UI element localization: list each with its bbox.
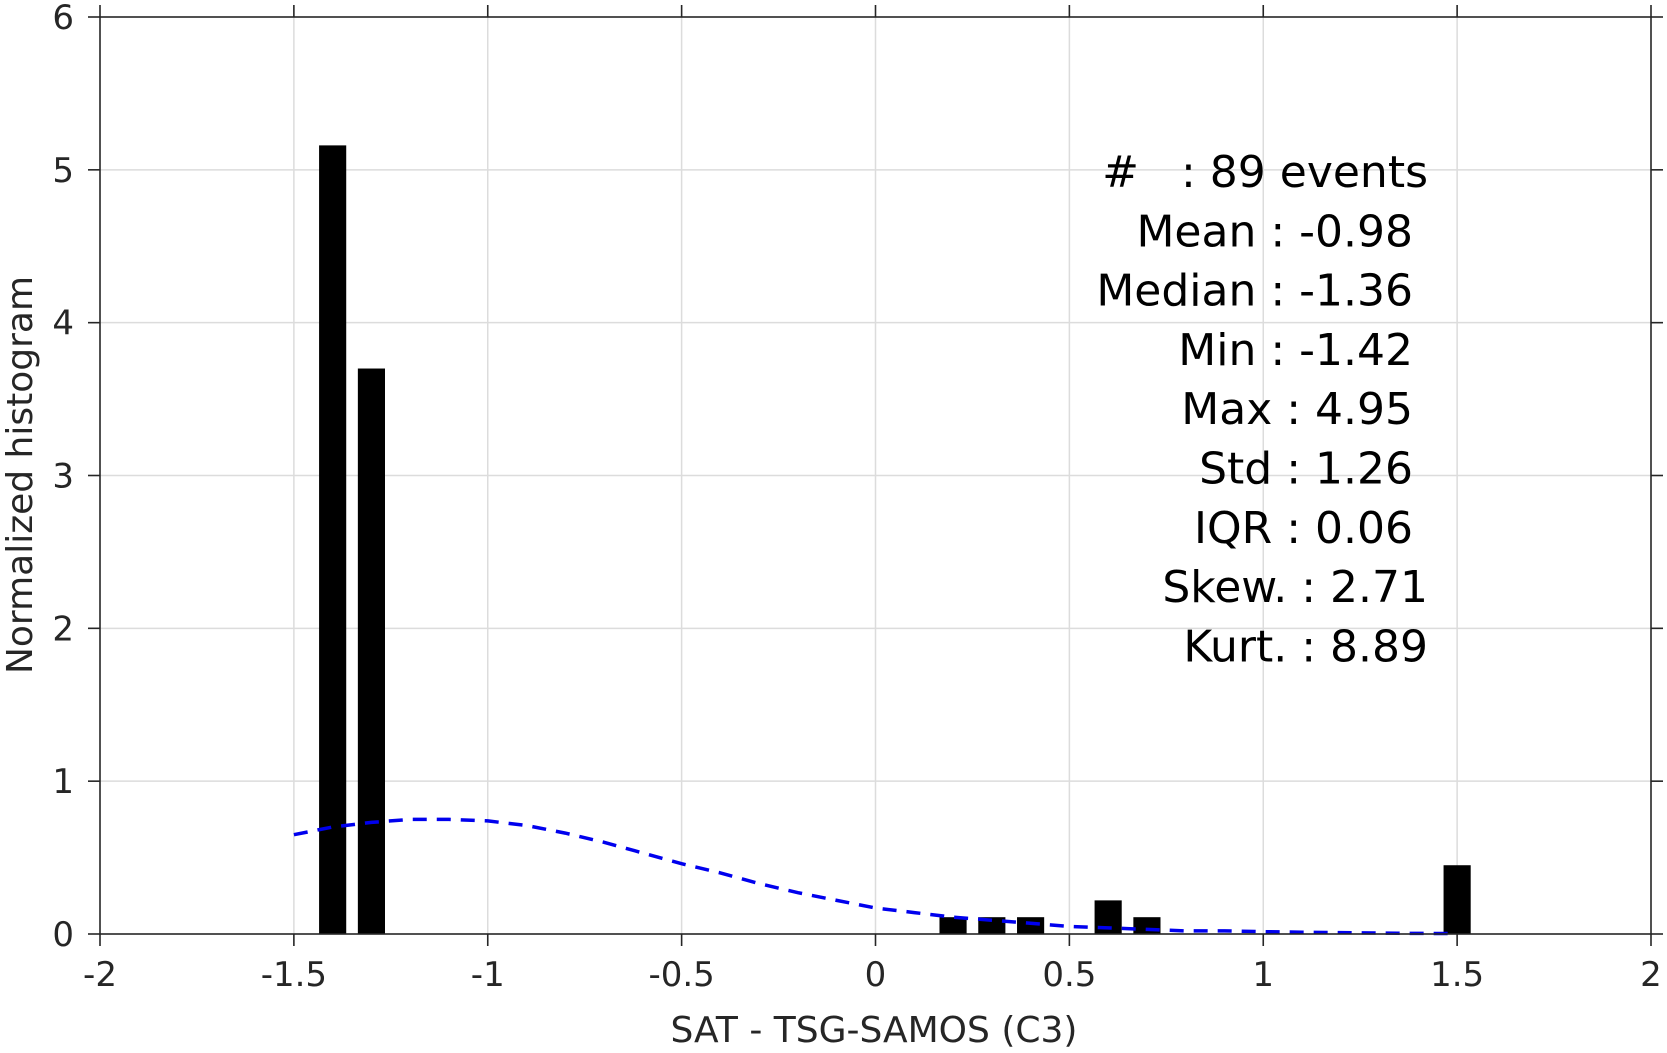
normal-fit-curve [293,817,1458,936]
x-tick-label: -1 [471,955,505,995]
x-tick-label: -1.5 [261,955,327,995]
stats-line: IQR : 0.06 [1194,503,1413,554]
histogram-bar [939,917,967,934]
stats-line: # : 89 events [1102,147,1428,198]
fit-curve-group [293,817,1458,936]
y-tick-label: 4 [52,304,74,344]
y-tick-labels: 0 1 2 3 4 5 6 [52,0,74,955]
stats-line: Kurt. : 8.89 [1183,621,1428,672]
statistics-box: # : 89 events Mean : -0.98 Median : -1.36 M… [1096,147,1428,672]
y-tick-label: 1 [52,762,74,802]
x-tick-label: 1.5 [1430,955,1484,995]
x-tick-label: -2 [83,955,117,995]
stats-line: Median : -1.36 [1096,266,1413,317]
y-tick-label: 2 [52,609,74,649]
x-axis-label: SAT - TSG-SAMOS (C3) [671,1010,1078,1051]
y-tick-label: 6 [52,0,74,38]
stats-line: Skew. : 2.71 [1162,562,1428,613]
x-tick-labels: -2 -1.5 -1 -0.5 0 0.5 1 1.5 2 [83,955,1662,995]
x-tick-label: -0.5 [648,955,714,995]
x-tick-label: 1 [1252,955,1274,995]
x-tick-label: 0.5 [1042,955,1096,995]
stats-line: Min : -1.42 [1178,325,1413,376]
x-tick-label: 0 [865,955,887,995]
y-axis-label: Normalized histogram [0,276,41,674]
histogram-bar [1017,917,1045,934]
histogram-bar [319,145,347,934]
stats-line: Max : 4.95 [1181,384,1413,435]
stats-line: Std : 1.26 [1199,444,1413,495]
x-tick-label: 2 [1640,955,1662,995]
histogram-bars [319,145,1471,934]
stats-line: Mean : -0.98 [1136,206,1413,257]
y-tick-label: 0 [52,915,74,955]
histogram-bar [1443,865,1471,934]
axis-ticks [88,5,1663,946]
histogram-bar [357,368,385,934]
y-tick-label: 5 [52,151,74,191]
y-tick-label: 3 [52,457,74,497]
